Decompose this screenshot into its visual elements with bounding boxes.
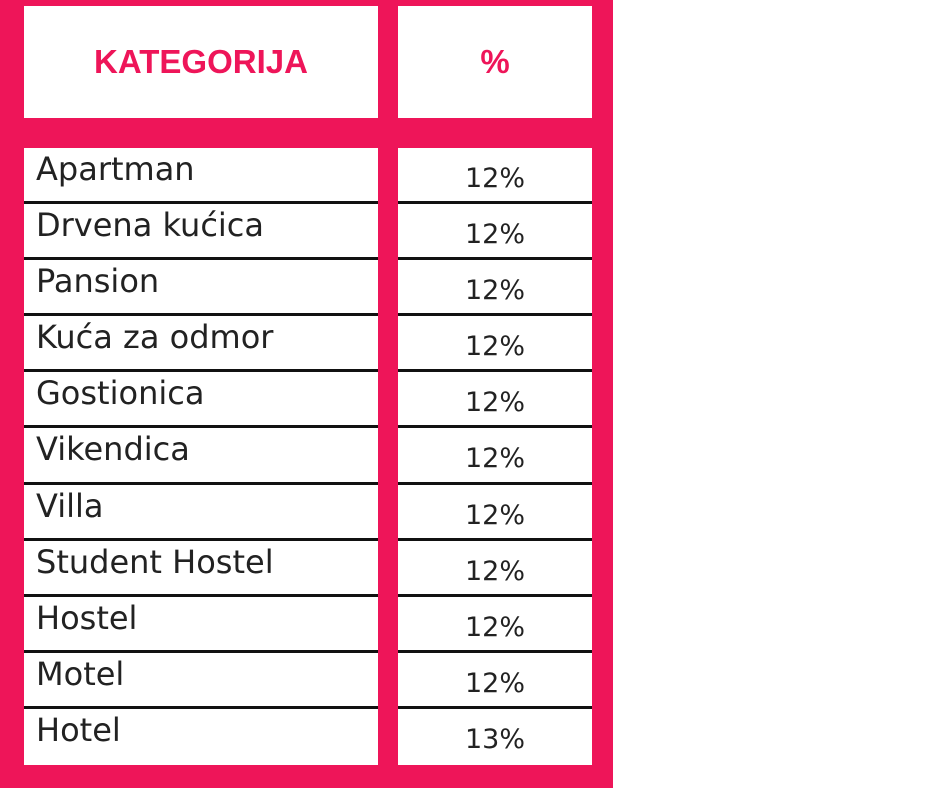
table-row: 12% — [398, 541, 592, 597]
table-row: 12% — [398, 485, 592, 541]
percent-cell: 12% — [464, 443, 525, 475]
category-cell: Motel — [36, 654, 125, 693]
table-row: Pansion — [24, 260, 378, 317]
category-cell: Apartman — [36, 150, 195, 188]
percent-cell: 12% — [464, 219, 525, 251]
table-row: Student Hostel — [24, 541, 378, 597]
header-percent: % — [398, 6, 592, 118]
table-row: 12% — [398, 597, 592, 653]
category-cell: Kuća za odmor — [36, 318, 274, 357]
category-cell: Student Hostel — [36, 542, 274, 581]
table-row: 12% — [398, 148, 592, 205]
table-row: Gostionica — [24, 372, 378, 429]
table-row: 12% — [398, 204, 592, 261]
table-row: 12% — [398, 316, 592, 373]
table-row: 13% — [398, 709, 592, 765]
percent-cell: 13% — [464, 723, 525, 755]
percent-cell: 12% — [464, 499, 525, 531]
table-row: Kuća za odmor — [24, 316, 378, 373]
percent-cell: 12% — [464, 611, 525, 643]
table-row: Vikendica — [24, 428, 378, 485]
category-cell: Gostionica — [36, 374, 205, 413]
percent-cell: 12% — [464, 331, 525, 363]
category-cell: Hostel — [36, 598, 138, 637]
table-row: Hostel — [24, 597, 378, 653]
header-category: KATEGORIJA — [24, 6, 378, 118]
category-column: Apartman Drvena kućica Pansion Kuća za odmo… — [24, 148, 378, 765]
table-row: Apartman — [24, 148, 378, 205]
table-row: Villa — [24, 485, 378, 541]
table-row: 12% — [398, 260, 592, 317]
table-row: Hotel — [24, 709, 378, 765]
category-cell: Villa — [36, 486, 104, 525]
category-cell: Pansion — [36, 262, 160, 301]
category-cell: Vikendica — [36, 430, 190, 469]
table-row: 12% — [398, 428, 592, 485]
category-cell: Drvena kućica — [36, 206, 264, 245]
category-cell: Hotel — [36, 710, 121, 749]
percent-cell: 12% — [464, 163, 525, 194]
percent-cell: 12% — [464, 555, 525, 587]
table-row: 12% — [398, 372, 592, 429]
percent-cell: 12% — [464, 667, 525, 699]
percent-cell: 12% — [464, 275, 525, 307]
percent-column: 12% 12% 12% 12% 12% 12% 12% 12% 12% 12% 13% — [398, 148, 592, 765]
table-frame: KATEGORIJA % Apartman Drvena kućica Pansio… — [0, 0, 613, 788]
table-row: Drvena kućica — [24, 204, 378, 261]
table-row: 12% — [398, 653, 592, 709]
percent-cell: 12% — [464, 387, 525, 419]
table-row: Motel — [24, 653, 378, 709]
